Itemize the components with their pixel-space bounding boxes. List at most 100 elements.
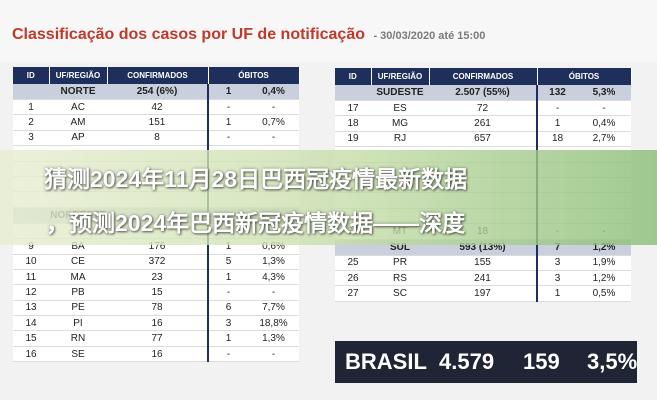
cell-confirmed: 2.507 (55%) bbox=[429, 85, 538, 101]
cell-id: 18 bbox=[335, 115, 371, 132]
cell-id: 26 bbox=[335, 270, 371, 287]
cell-deaths-pct: 2,7% bbox=[577, 131, 631, 148]
cell-uf: SUDESTE bbox=[371, 85, 429, 101]
cell-deaths-pct: 0,7% bbox=[248, 114, 299, 131]
cell-deaths: - bbox=[537, 100, 577, 117]
cell-deaths: 3 bbox=[537, 255, 577, 271]
cell-uf: RN bbox=[49, 330, 107, 347]
cell-id: 19 bbox=[335, 131, 371, 148]
cell-deaths: 18 bbox=[537, 131, 577, 148]
cell-deaths: 6 bbox=[208, 300, 248, 317]
headline-overlay-band bbox=[0, 150, 657, 245]
cell-deaths: 1 bbox=[208, 114, 248, 131]
title-bar bbox=[0, 0, 657, 62]
brasil-total-row: BRASIL 4.579 159 3,5% bbox=[335, 341, 637, 383]
cell-id bbox=[13, 84, 49, 100]
cell-id: 25 bbox=[335, 255, 371, 271]
cell-id: 27 bbox=[335, 285, 371, 302]
cell-confirmed: 23 bbox=[107, 269, 209, 286]
headline-line-1: 猜测2024年11月28日巴西冠疫情最新数据 bbox=[44, 166, 468, 192]
cell-id: 15 bbox=[13, 330, 49, 347]
cell-deaths: - bbox=[208, 346, 248, 363]
table-row: 18 MG 261 1 0,4% bbox=[335, 115, 631, 132]
cell-id: 1 bbox=[13, 99, 49, 116]
cell-deaths-pct: - bbox=[248, 284, 299, 301]
cell-confirmed: 16 bbox=[107, 315, 209, 332]
table-row: 10 CE 372 5 1,3% bbox=[13, 254, 299, 270]
table-row: 14 PI 16 3 18,8% bbox=[13, 315, 299, 332]
cell-deaths-pct: - bbox=[248, 99, 299, 116]
cell-deaths: 132 bbox=[537, 85, 577, 101]
table-row: 13 PE 78 6 7,7% bbox=[13, 300, 299, 317]
cell-deaths: 3 bbox=[537, 270, 577, 287]
cell-deaths: - bbox=[208, 284, 248, 301]
col-uf-header: UF/REGIÃO bbox=[371, 68, 430, 85]
cell-deaths: 1 bbox=[537, 285, 577, 302]
title-date: - 30/03/2020 até 15:00 bbox=[373, 30, 486, 42]
cell-id bbox=[335, 85, 371, 101]
cell-id: 10 bbox=[13, 254, 49, 270]
col-deaths-header: ÓBITOS bbox=[537, 68, 632, 85]
table-row: 2 AM 151 1 0,7% bbox=[13, 114, 299, 131]
table-row: 16 SE 16- - bbox=[13, 346, 299, 363]
cell-confirmed: 254 (6%) bbox=[107, 84, 209, 100]
table-row: 3 AP 8- - bbox=[13, 130, 299, 147]
table-header-row: ID UF/REGIÃO CONFIRMADOS ÓBITOS bbox=[13, 67, 300, 84]
cell-confirmed: 197 bbox=[429, 285, 538, 302]
cell-deaths-pct: 1,2% bbox=[577, 270, 631, 287]
region-row: NORTE 254 (6%) 1 0,4% bbox=[13, 84, 299, 100]
cell-deaths-pct: 0,4% bbox=[248, 84, 299, 100]
cell-deaths-pct: 4,3% bbox=[248, 269, 299, 286]
table-row: 17 ES 72- - bbox=[335, 100, 631, 117]
table-row: 1 AC 42- - bbox=[13, 99, 299, 116]
cell-confirmed: 241 bbox=[429, 270, 538, 287]
cell-id: 16 bbox=[13, 346, 49, 363]
cell-uf: RJ bbox=[371, 131, 429, 148]
cell-deaths-pct: 5,3% bbox=[577, 85, 631, 101]
cell-uf: PB bbox=[49, 284, 107, 301]
cell-deaths-pct: 18,8% bbox=[248, 315, 299, 332]
cell-confirmed: 15 bbox=[107, 284, 209, 301]
cell-id: 3 bbox=[13, 130, 49, 147]
cell-confirmed: 77 bbox=[107, 330, 209, 347]
table-row: 27 SC 197 1 0,5% bbox=[335, 285, 631, 302]
cell-id: 17 bbox=[335, 100, 371, 117]
cell-confirmed: 72 bbox=[429, 100, 538, 117]
table-row: 25 PR 155 3 1,9% bbox=[335, 255, 631, 271]
page-title: Classificação dos casos por UF de notifi… bbox=[12, 26, 485, 44]
cell-confirmed: 657 bbox=[429, 131, 538, 148]
headline-line-2: ，预测2024年巴西新冠疫情数据——深度 bbox=[46, 210, 466, 236]
cell-deaths-pct: 7,7% bbox=[248, 300, 299, 317]
table-row: 12 PB 15- - bbox=[13, 284, 299, 301]
cell-deaths: 5 bbox=[208, 254, 248, 270]
cell-uf: CE bbox=[49, 254, 107, 270]
cell-deaths-pct: 0,5% bbox=[577, 285, 631, 302]
col-id-header: ID bbox=[13, 67, 50, 84]
table-row: 11 MA 23 1 4,3% bbox=[13, 269, 299, 286]
cell-uf: RS bbox=[371, 270, 429, 287]
cell-uf: AM bbox=[49, 114, 107, 131]
cell-deaths-pct: - bbox=[577, 100, 631, 117]
cell-uf: AC bbox=[49, 99, 107, 116]
brasil-deaths: 159 bbox=[523, 349, 560, 374]
cell-id: 12 bbox=[13, 284, 49, 301]
cell-uf: MA bbox=[49, 269, 107, 286]
cell-uf: NORTE bbox=[49, 84, 107, 100]
cell-uf: PR bbox=[371, 255, 429, 271]
title-text: Classificação dos casos por UF de notifi… bbox=[12, 26, 365, 43]
cell-deaths-pct: 0,4% bbox=[577, 115, 631, 132]
brasil-confirmed: 4.579 bbox=[439, 349, 495, 374]
cell-uf: SE bbox=[49, 346, 107, 363]
cell-deaths: 1 bbox=[208, 330, 248, 347]
col-id-header: ID bbox=[335, 68, 372, 85]
cell-uf: PI bbox=[49, 315, 107, 332]
table-header-row: ID UF/REGIÃO CONFIRMADOS ÓBITOS bbox=[335, 68, 632, 85]
cell-confirmed: 261 bbox=[429, 115, 538, 132]
cell-confirmed: 372 bbox=[107, 254, 209, 270]
cell-uf: AP bbox=[49, 130, 107, 147]
cell-deaths-pct: - bbox=[248, 346, 299, 363]
cell-uf: MG bbox=[371, 115, 429, 132]
cell-confirmed: 151 bbox=[107, 114, 209, 131]
cell-deaths: 1 bbox=[208, 269, 248, 286]
col-confirmed-header: CONFIRMADOS bbox=[429, 68, 538, 85]
